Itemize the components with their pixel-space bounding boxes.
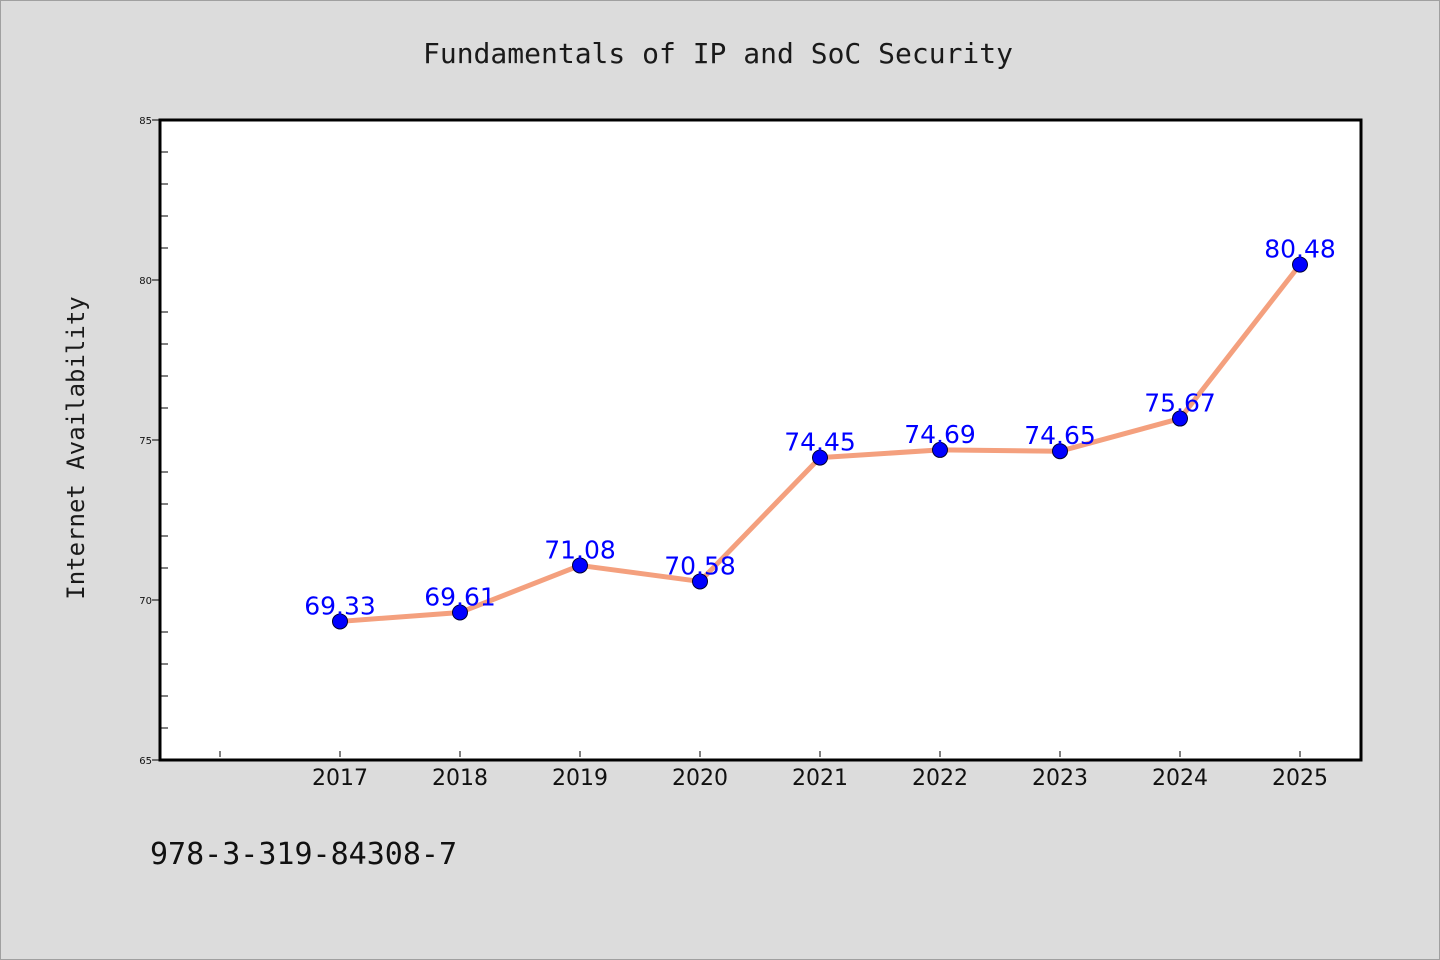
- data-point: [692, 573, 708, 590]
- data-point: [812, 449, 828, 466]
- x-tick-label: 2025: [1272, 766, 1328, 791]
- data-point: [572, 557, 588, 574]
- series-group: 69.33 69.61 71.08 70.58 74.45 74.69 74.65 75.67…: [304, 235, 1336, 630]
- x-axis-ticks: 2017 2018 2019 2020 2021 2022 2023 2024 2025: [219, 751, 1328, 791]
- x-tick-label: 2019: [552, 766, 608, 791]
- x-tick-label: 2021: [792, 766, 848, 791]
- y-tick-label: 85: [139, 116, 152, 127]
- data-label: 70.58: [664, 551, 736, 580]
- x-tick-label: 2023: [1032, 766, 1088, 791]
- y-axis-ticks: 65 70 75 80 85: [139, 116, 168, 767]
- isbn-footer: 978-3-319-84308-7: [150, 837, 457, 872]
- x-tick-label: 2018: [432, 766, 488, 791]
- data-label: 74.69: [904, 420, 976, 449]
- data-point: [452, 604, 468, 621]
- data-point: [1052, 443, 1068, 460]
- x-tick-label: 2017: [312, 766, 368, 791]
- data-label: 71.08: [544, 535, 616, 564]
- y-tick-label: 65: [139, 756, 152, 767]
- plot-area: [158, 118, 1363, 762]
- data-label: 69.61: [424, 582, 496, 611]
- data-point: [332, 613, 348, 630]
- y-tick-label: 70: [139, 596, 152, 607]
- y-tick-label: 75: [139, 436, 152, 447]
- y-tick-label: 80: [139, 276, 152, 287]
- chart-title: Fundamentals of IP and SoC Security: [423, 37, 1013, 70]
- data-label: 74.65: [1024, 421, 1096, 450]
- data-label: 80.48: [1264, 235, 1336, 264]
- data-point: [1172, 410, 1188, 427]
- data-label: 74.45: [784, 428, 856, 457]
- x-tick-label: 2022: [912, 766, 968, 791]
- x-tick-label: 2024: [1152, 766, 1208, 791]
- data-point: [932, 441, 948, 458]
- data-label: 75.67: [1144, 389, 1216, 418]
- data-point: [1292, 256, 1308, 273]
- data-label: 69.33: [304, 591, 376, 620]
- y-axis-label: Internet Availability: [62, 296, 90, 599]
- x-tick-label: 2020: [672, 766, 728, 791]
